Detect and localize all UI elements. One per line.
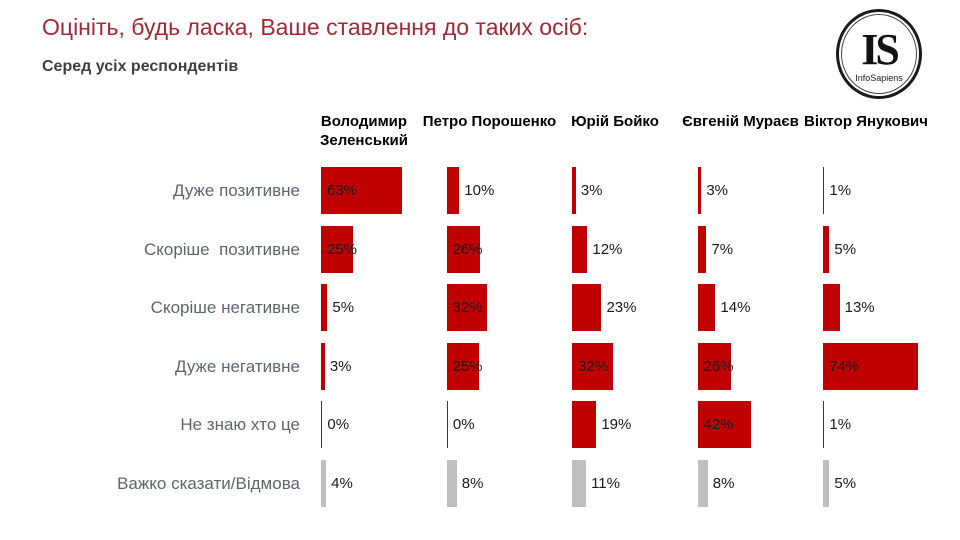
value-label: 1% [829, 416, 852, 433]
bar [572, 284, 602, 331]
value-label: 12% [592, 240, 623, 258]
bar [446, 342, 479, 390]
bar [321, 284, 328, 331]
value-label: 14% [720, 299, 751, 316]
category-label: Важко сказати/Відмова [117, 473, 300, 493]
value-label: 7% [711, 240, 734, 258]
bar [446, 284, 488, 331]
value-label: 11% [591, 474, 620, 492]
infosapiens-logo: IS InfoSapiens [836, 9, 922, 99]
bar [697, 401, 752, 448]
value-label: 5% [834, 240, 857, 258]
politician-header: Євгеній Мураєв [682, 113, 799, 130]
value-label: 23% [606, 299, 637, 316]
logo-circle-icon [841, 14, 917, 94]
category-label: Дуже позитивне [172, 181, 300, 200]
bar [823, 284, 840, 331]
value-label: 19% [601, 416, 632, 433]
value-label: 26% [703, 357, 734, 375]
value-label: 5% [834, 474, 857, 492]
bar [321, 225, 353, 273]
bar [823, 167, 825, 214]
bar [823, 401, 825, 448]
value-label: 5% [332, 299, 355, 316]
chart-subtitle: Серед усіх респондентів [42, 58, 239, 75]
value-label: 42% [703, 416, 734, 433]
bar [697, 284, 716, 331]
value-label: 32% [452, 299, 483, 316]
value-label: 4% [331, 474, 353, 492]
bar [823, 342, 918, 390]
category-label: Дуже негативне [174, 356, 300, 376]
politician-header: Володимир Зеленський [320, 113, 408, 149]
value-label: 3% [580, 182, 603, 199]
value-label: 63% [327, 182, 358, 199]
category-label: Скоріше негативне [150, 298, 300, 317]
value-label: 3% [706, 182, 729, 199]
value-label: 8% [712, 474, 735, 492]
value-label: 26% [452, 240, 483, 258]
value-label: 13% [844, 299, 875, 316]
bar [697, 225, 707, 273]
bar [572, 459, 587, 507]
bar [697, 167, 702, 214]
bar [572, 225, 588, 273]
bar [321, 459, 327, 507]
value-label: 0% [327, 416, 350, 433]
value-label: 3% [329, 357, 352, 375]
politician-header: Юрій Бойко [571, 113, 659, 130]
value-label: 1% [829, 182, 852, 199]
bar [572, 342, 613, 390]
bar [321, 342, 325, 390]
bar [572, 167, 576, 214]
bar [823, 459, 830, 507]
bar [321, 401, 323, 448]
value-label: 0% [452, 416, 475, 433]
politician-header: Віктор Янукович [804, 113, 928, 130]
bar [697, 342, 731, 390]
bar [697, 459, 708, 507]
bar [446, 401, 448, 448]
bar [446, 459, 457, 507]
bar [823, 225, 830, 273]
value-label: 25% [452, 357, 483, 375]
value-label: 25% [327, 240, 358, 258]
value-label: 74% [829, 357, 860, 375]
politician-header: Петро Порошенко [422, 113, 557, 130]
bar [446, 167, 460, 214]
value-label: 32% [578, 357, 609, 375]
bar [572, 401, 597, 448]
value-label: 10% [464, 182, 495, 199]
category-label: Не знаю хто це [180, 415, 300, 434]
bar [446, 225, 480, 273]
bar [321, 167, 402, 214]
page-title: Оцініть, будь ласка, Ваше ставлення до т… [42, 14, 589, 40]
category-label: Скоріше позитивне [143, 239, 300, 259]
value-label: 8% [461, 474, 484, 492]
